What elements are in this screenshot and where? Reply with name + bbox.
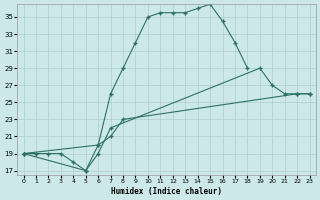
X-axis label: Humidex (Indice chaleur): Humidex (Indice chaleur) [111,187,222,196]
